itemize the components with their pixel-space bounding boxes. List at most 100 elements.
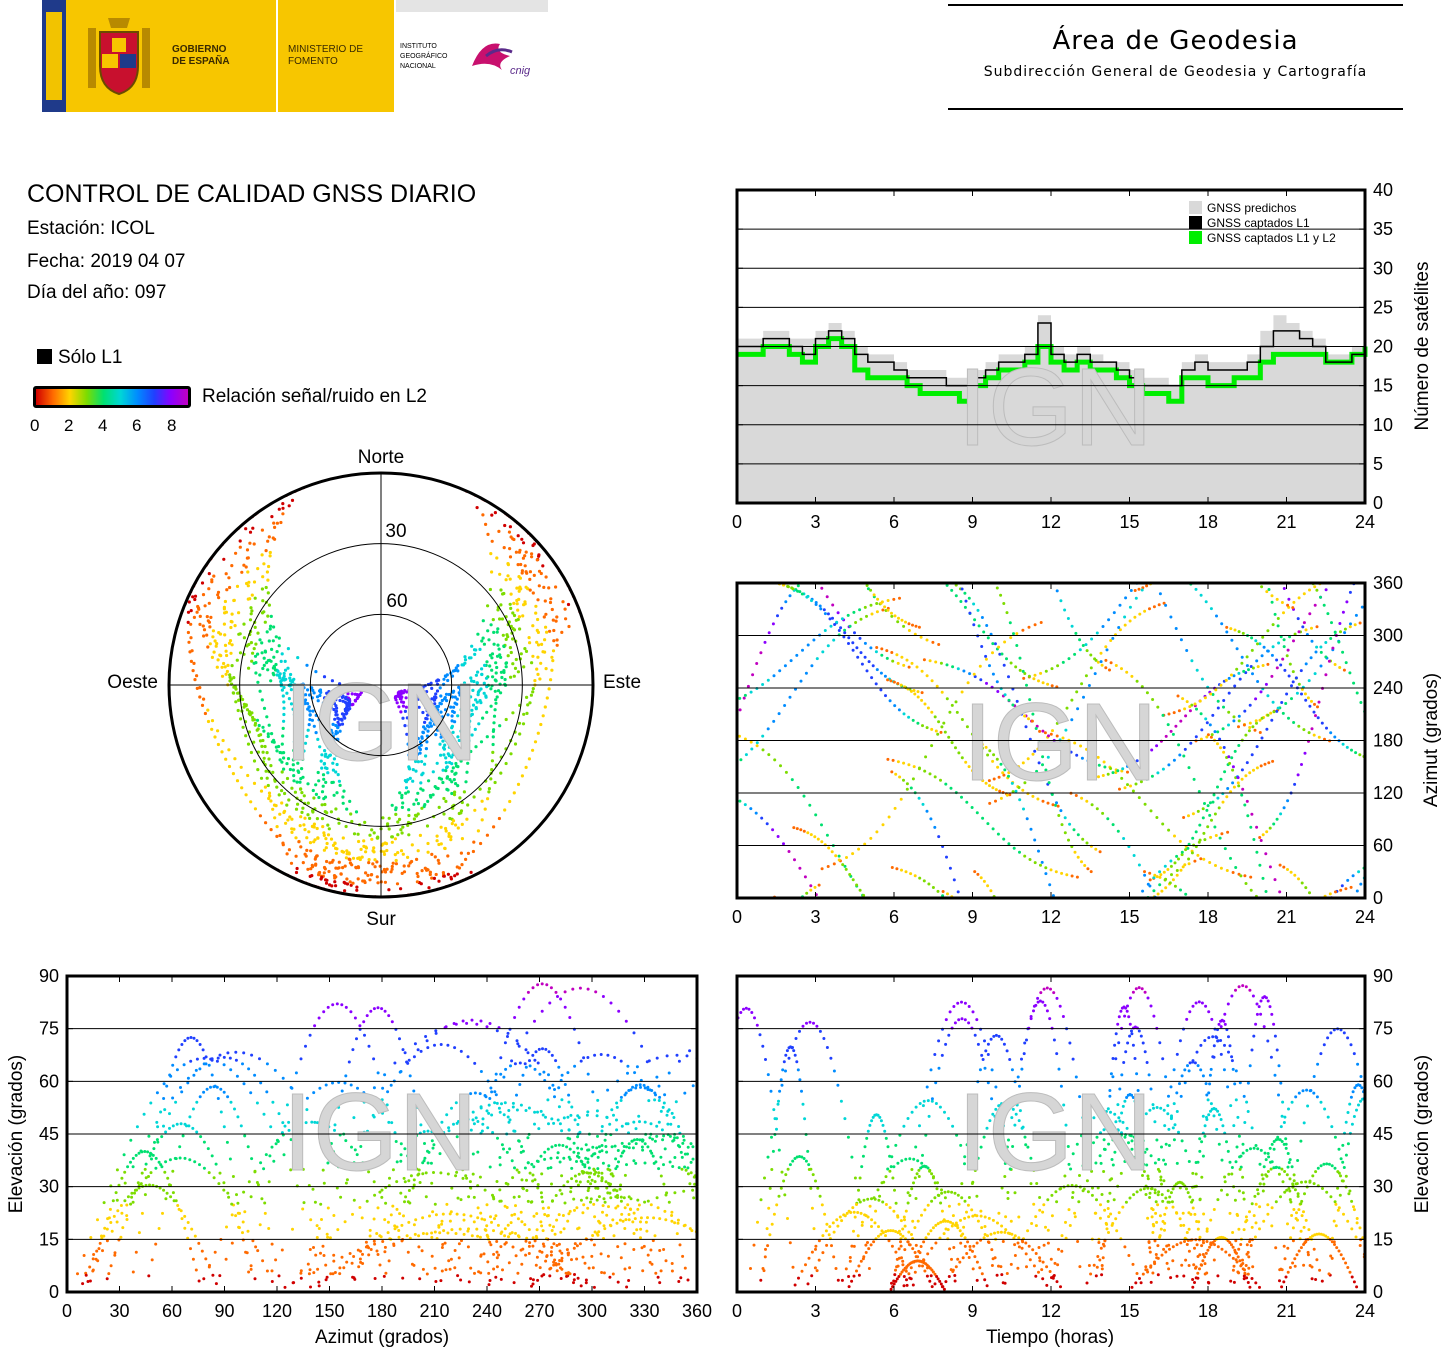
trajectory-point	[218, 653, 222, 657]
trajectory-point	[212, 1176, 216, 1180]
trajectory-point	[645, 1060, 649, 1064]
trajectory-point	[1039, 621, 1043, 624]
trajectory-point	[575, 1257, 579, 1261]
trajectory-point	[1319, 645, 1323, 649]
trajectory-point	[680, 1167, 684, 1171]
trajectory-point	[700, 1227, 703, 1230]
trajectory-point	[429, 717, 433, 721]
trajectory-point	[396, 833, 400, 837]
trajectory-point	[476, 670, 480, 674]
trajectory-point	[1302, 621, 1306, 625]
trajectory-point	[382, 1274, 386, 1278]
trajectory-point	[336, 773, 340, 777]
trajectory-point	[232, 691, 236, 695]
trajectory-point	[520, 774, 525, 778]
trajectory-point	[372, 1239, 376, 1243]
trajectory-point	[502, 546, 506, 550]
trajectory-point	[1252, 838, 1256, 841]
trajectory-point	[81, 1282, 85, 1286]
trajectory-point	[714, 771, 717, 774]
trajectory-point	[945, 663, 949, 667]
trajectory-point	[1230, 638, 1234, 642]
trajectory-point	[445, 776, 449, 780]
trajectory-point	[296, 690, 300, 694]
trajectory-point	[521, 614, 525, 618]
trajectory-point	[415, 1105, 419, 1109]
trajectory-point	[798, 590, 802, 594]
trajectory-point	[851, 648, 855, 652]
trajectory-point	[1150, 774, 1154, 778]
trajectory-point	[988, 749, 992, 753]
trajectory-point	[573, 1242, 577, 1246]
trajectory-point	[657, 1099, 661, 1102]
trajectory-point	[1377, 859, 1380, 862]
trajectory-point	[231, 772, 235, 776]
trajectory-point	[574, 1179, 578, 1183]
trajectory-point	[799, 679, 803, 683]
trajectory-point	[605, 1213, 609, 1217]
trajectory-point	[450, 747, 454, 751]
trajectory-point	[726, 730, 729, 733]
trajectory-point	[1266, 629, 1270, 633]
trajectory-point	[329, 728, 333, 733]
trajectory-point	[743, 737, 747, 741]
trajectory-point	[373, 1242, 377, 1246]
trajectory-point	[253, 596, 257, 600]
trajectory-point	[834, 854, 838, 858]
trajectory-point	[555, 1244, 559, 1247]
trajectory-point	[847, 636, 851, 640]
trajectory-point	[1130, 674, 1134, 678]
trajectory-point	[322, 675, 327, 679]
trajectory-point	[454, 782, 458, 786]
trajectory-point	[939, 778, 942, 782]
trajectory-point	[295, 780, 299, 784]
trajectory-point	[722, 1160, 725, 1163]
trajectory-point	[284, 677, 288, 681]
trajectory-point	[208, 642, 212, 646]
trajectory-point	[945, 855, 948, 859]
trajectory-point	[624, 1019, 628, 1023]
trajectory-point	[1226, 787, 1230, 790]
trajectory-point	[261, 750, 265, 754]
trajectory-point	[1393, 760, 1396, 763]
trajectory-point	[478, 1235, 482, 1239]
trajectory-point	[673, 1191, 677, 1195]
trajectory-point	[1192, 777, 1196, 781]
trajectory-point	[435, 839, 439, 843]
trajectory-point	[421, 771, 425, 775]
trajectory-point	[690, 785, 693, 788]
trajectory-point	[927, 882, 931, 886]
trajectory-point	[722, 792, 725, 795]
trajectory-point	[539, 1154, 543, 1158]
trajectory-point	[886, 678, 890, 682]
trajectory-point	[216, 658, 220, 662]
trajectory-point	[541, 714, 545, 718]
trajectory-point	[875, 646, 879, 649]
trajectory-point	[428, 872, 432, 877]
trajectory-point	[921, 724, 924, 728]
trajectory-point	[948, 866, 952, 870]
trajectory-point	[550, 1145, 554, 1149]
trajectory-point	[754, 811, 758, 815]
trajectory-point	[282, 712, 286, 717]
trajectory-point	[289, 861, 294, 865]
trajectory-point	[531, 986, 535, 990]
trajectory-point	[532, 1165, 536, 1169]
trajectory-point	[395, 1225, 399, 1229]
trajectory-point	[473, 808, 477, 812]
trajectory-point	[556, 995, 559, 998]
trajectory-point	[326, 1206, 330, 1210]
trajectory-point	[521, 1186, 525, 1190]
trajectory-point	[966, 681, 970, 685]
snr-tick: 0	[30, 416, 40, 435]
trajectory-point	[551, 659, 555, 663]
trajectory-point	[1333, 663, 1337, 666]
trajectory-point	[299, 777, 303, 781]
trajectory-point	[313, 857, 317, 861]
trajectory-point	[355, 885, 359, 889]
trajectory-point	[272, 625, 276, 629]
trajectory-point	[681, 1254, 685, 1258]
trajectory-point	[453, 772, 457, 776]
trajectory-point	[565, 1145, 569, 1149]
trajectory-point	[539, 661, 543, 665]
